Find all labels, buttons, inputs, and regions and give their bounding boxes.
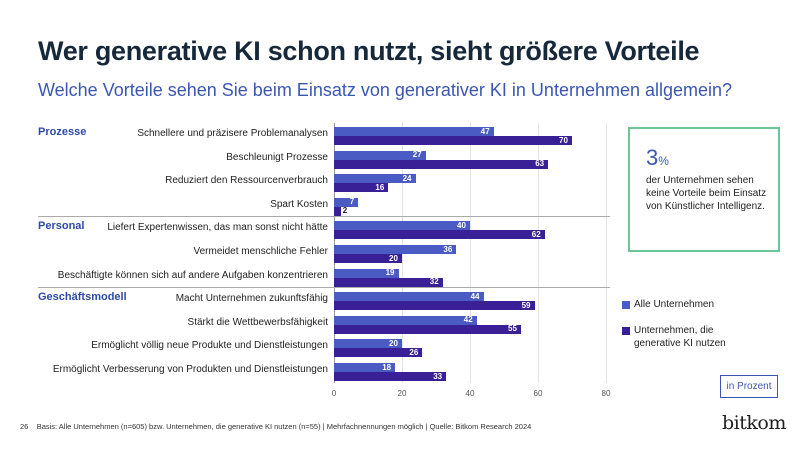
category-label: Schnellere und präzisere Problemanalysen	[137, 128, 328, 139]
gridline	[538, 123, 539, 383]
data-label: 26	[409, 347, 419, 357]
bar-genai	[334, 324, 521, 334]
category-label: Spart Kosten	[270, 198, 328, 210]
bar-all	[334, 174, 416, 184]
category-label: Liefert Expertenwissen, das man sonst ni…	[107, 222, 328, 234]
data-label: 20	[389, 338, 398, 348]
bar-genai	[334, 301, 535, 311]
data-label: 2	[342, 206, 348, 216]
legend-label-all: Alle Unternehmen	[634, 299, 715, 310]
data-label: 62	[531, 229, 541, 239]
data-label: 7	[349, 197, 355, 207]
bar-all	[334, 150, 426, 160]
footer: 26 Basis: Alle Unternehmen (n=605) bzw. …	[20, 422, 531, 431]
category-label: Beschäftigte können sich auf andere Aufg…	[57, 269, 328, 281]
data-label: 20	[389, 253, 398, 263]
data-label: 24	[402, 173, 412, 183]
data-label: 55	[508, 324, 517, 334]
data-label: 70	[559, 135, 568, 145]
group-label: Geschäftsmodell	[38, 291, 127, 304]
bar-all	[334, 268, 399, 278]
group-label: Prozesse	[38, 126, 87, 138]
bitkom-logo: bitkom	[722, 412, 786, 434]
callout-value: 3%	[646, 145, 669, 171]
data-label: 18	[382, 362, 392, 372]
bar-all	[334, 127, 494, 136]
legend-swatch-all	[622, 301, 630, 309]
data-label: 32	[429, 277, 439, 287]
legend-swatch-genai	[622, 327, 630, 335]
bar-all	[334, 363, 396, 372]
bar-all	[334, 315, 477, 325]
category-label: Vermeidet menschliche Fehler	[193, 246, 328, 257]
data-label: 40	[457, 220, 466, 230]
category-label: Stärkt die Wettbewerbsfähigkeit	[187, 316, 328, 328]
x-tick-label: 20	[397, 389, 407, 398]
group-separator	[38, 216, 610, 218]
data-label: 36	[443, 244, 453, 254]
unit-label: in Prozent	[720, 375, 778, 398]
x-tick-label: 80	[601, 389, 611, 398]
category-label: Ermöglicht völlig neue Produkte und Dien…	[91, 340, 328, 352]
category-label: Beschleunigt Prozesse	[226, 151, 328, 163]
bar-all	[334, 197, 358, 207]
data-label: 63	[535, 159, 545, 169]
page-title: Wer generative KI schon nutzt, sieht grö…	[38, 36, 700, 66]
bar-genai	[334, 183, 389, 193]
bar-genai	[334, 348, 423, 358]
data-label: 27	[412, 150, 422, 160]
bar-genai	[334, 159, 549, 169]
gridline	[606, 123, 607, 383]
bar-genai	[334, 136, 572, 145]
data-label: 16	[375, 182, 385, 192]
bar-all	[334, 221, 470, 231]
category-label: Reduziert den Ressourcenverbrauch	[165, 175, 328, 187]
bar-all	[334, 339, 402, 349]
bar-genai	[334, 372, 447, 381]
x-tick-label: 40	[465, 389, 475, 398]
data-label: 42	[463, 315, 473, 325]
group-separator	[38, 287, 610, 289]
x-tick-label: 60	[533, 389, 543, 398]
legend-label-genai: Unternehmen, die generative KI nutzen	[634, 325, 726, 349]
callout-number: 3	[646, 145, 659, 170]
data-label: 59	[521, 300, 531, 310]
category-label: Macht Unternehmen zukunftsfähig	[175, 293, 328, 305]
x-tick-label: 0	[331, 389, 337, 398]
footer-note: Basis: Alle Unternehmen (n=605) bzw. Unt…	[36, 422, 532, 431]
bar-genai	[334, 254, 402, 263]
bar-genai	[334, 277, 443, 287]
callout-box	[628, 127, 780, 252]
data-label: 19	[385, 268, 395, 278]
callout-unit: %	[658, 154, 669, 168]
bar-all	[334, 292, 484, 302]
bar-genai	[334, 230, 545, 240]
bar-all	[334, 245, 457, 254]
data-label: 44	[470, 291, 480, 301]
page-number: 26	[20, 422, 29, 431]
data-label: 33	[433, 371, 443, 381]
callout-text: der Unternehmen sehen keine Vorteile bei…	[646, 175, 767, 212]
category-label: Ermöglicht Verbesserung von Produkten un…	[52, 364, 328, 375]
data-label: 47	[480, 126, 490, 136]
gridline	[470, 123, 471, 383]
bar-genai	[334, 206, 341, 216]
subtitle: Welche Vorteile sehen Sie beim Einsatz v…	[38, 80, 733, 100]
group-label: Personal	[38, 220, 85, 233]
